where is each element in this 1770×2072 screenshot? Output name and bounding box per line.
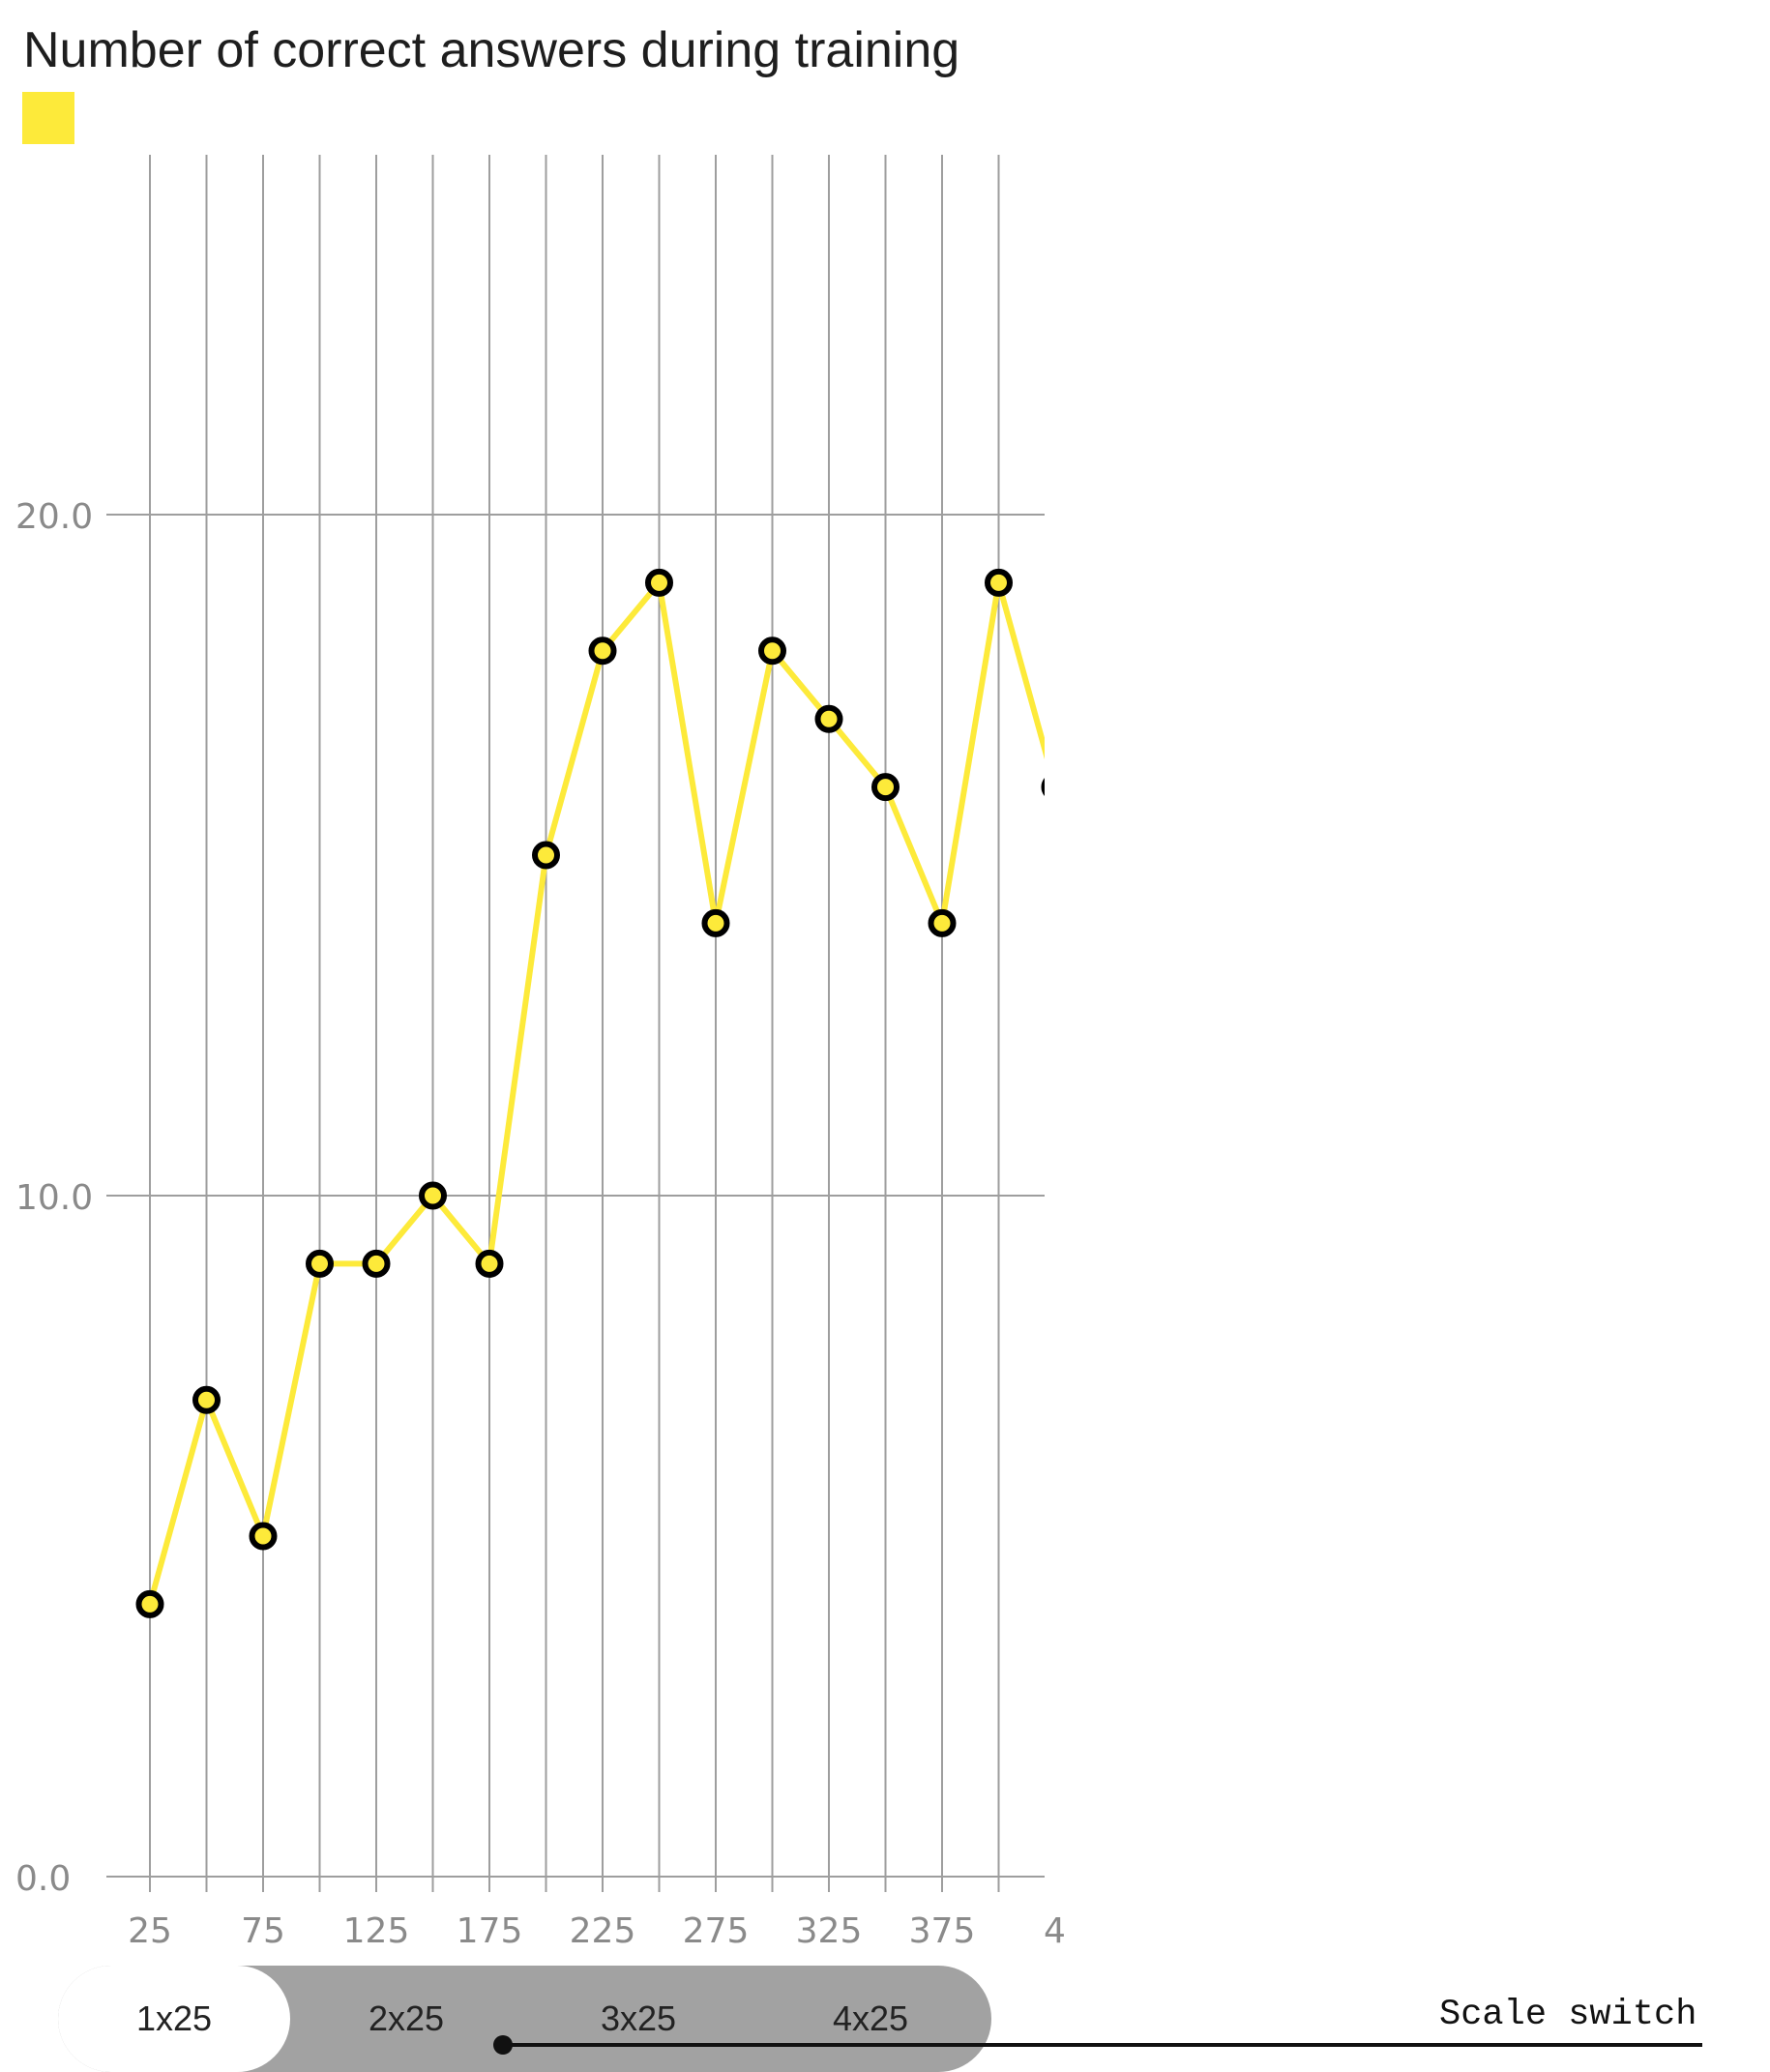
x-tick-label: 175 <box>457 1911 523 1951</box>
data-point[interactable] <box>928 908 957 937</box>
scale-option-4x25[interactable]: 4x25 <box>832 1998 909 2038</box>
data-markers <box>135 568 1067 1618</box>
x-tick-label: 325 <box>796 1911 863 1951</box>
data-point[interactable] <box>192 1385 221 1414</box>
grid-lines <box>106 155 1045 1892</box>
x-tick-label: 25 <box>128 1911 172 1951</box>
data-point[interactable] <box>419 1181 447 1210</box>
data-point[interactable] <box>1041 776 1067 798</box>
x-tick-label: 4 <box>1044 1911 1066 1951</box>
y-tick-label: 10.0 <box>15 1178 93 1218</box>
data-point[interactable] <box>588 636 617 666</box>
scale-option-1x25[interactable]: 1x25 <box>58 1966 290 2072</box>
data-point[interactable] <box>701 908 730 937</box>
scale-switch-pointer-dot <box>493 2035 513 2055</box>
tick-labels: 0.0 10.0 20.0 25 75 125 175 225 275 325 375 4 <box>15 497 1066 1951</box>
data-point[interactable] <box>135 1589 164 1618</box>
data-point[interactable] <box>758 636 786 666</box>
scale-switch: 1x25 2x25 3x25 4x25 <box>58 1966 991 2072</box>
scale-switch-caption: Scale switch <box>1439 1995 1697 2035</box>
data-point[interactable] <box>362 1249 391 1278</box>
scale-option-3x25[interactable]: 3x25 <box>600 1998 677 2038</box>
data-point[interactable] <box>306 1249 334 1278</box>
data-point[interactable] <box>985 568 1013 597</box>
data-point[interactable] <box>249 1522 278 1551</box>
x-tick-label: 225 <box>570 1911 636 1951</box>
y-tick-label: 0.0 <box>15 1859 71 1899</box>
x-tick-label: 275 <box>683 1911 750 1951</box>
data-point[interactable] <box>871 773 900 802</box>
data-point[interactable] <box>645 568 673 597</box>
data-point[interactable] <box>532 841 560 870</box>
x-tick-label: 75 <box>241 1911 285 1951</box>
legend-swatch <box>22 92 74 144</box>
y-tick-label: 20.0 <box>15 497 93 537</box>
data-point[interactable] <box>475 1249 504 1278</box>
data-point[interactable] <box>814 704 843 733</box>
chart-title: Number of correct answers during trainin… <box>23 22 960 78</box>
scale-switch-pointer-line <box>503 2043 1702 2047</box>
scale-option-2x25[interactable]: 2x25 <box>368 1998 445 2038</box>
x-tick-label: 375 <box>909 1911 976 1951</box>
x-tick-label: 125 <box>343 1911 410 1951</box>
